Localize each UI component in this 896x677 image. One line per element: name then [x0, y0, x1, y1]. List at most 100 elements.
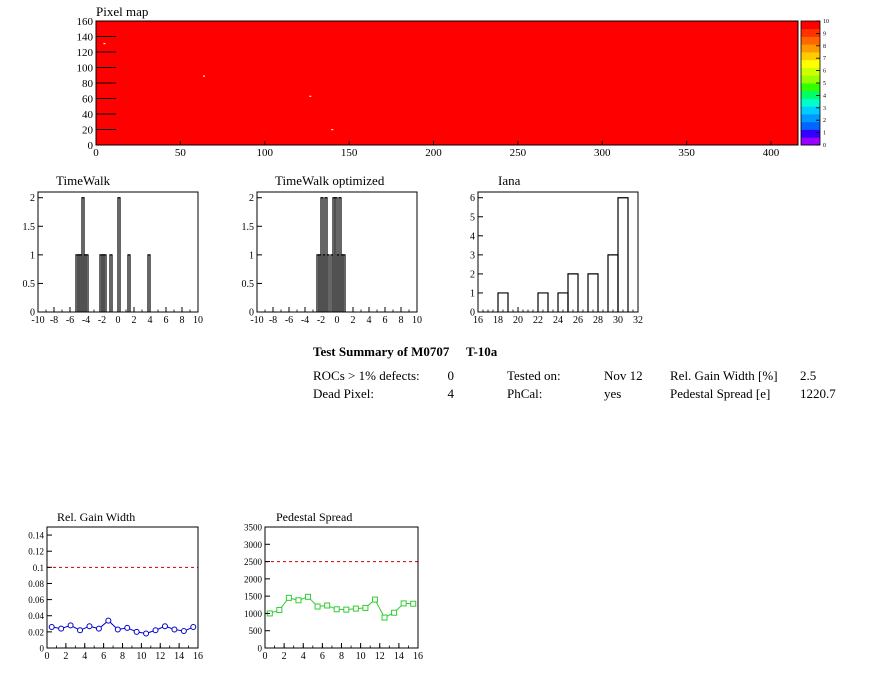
x-tick-label: 2: [63, 651, 68, 662]
y-tick-label: 40: [82, 109, 94, 121]
data-point: [190, 624, 197, 631]
x-tick-label: 12: [155, 651, 165, 662]
x-tick-label: 14: [394, 651, 404, 662]
x-tick-label: 30: [613, 315, 623, 326]
y-tick-label: 0: [258, 644, 263, 654]
palette-tick-label: 2: [823, 118, 826, 124]
y-tick-label: 5: [470, 212, 475, 223]
dead-pixel-point: [203, 75, 205, 77]
series-line: [269, 596, 414, 619]
x-tick-label: 4: [82, 651, 87, 662]
y-tick-label: 0.5: [23, 279, 36, 290]
data-point: [314, 603, 321, 610]
palette-band: [801, 52, 820, 61]
y-tick-label: 0: [40, 644, 45, 654]
y-tick-label: 0.08: [28, 579, 44, 589]
x-tick-label: 2: [351, 315, 356, 326]
palette-band: [801, 98, 820, 107]
chart-title: Pixel map: [96, 4, 148, 19]
histogram-bar: [567, 273, 579, 312]
x-tick-label: -8: [269, 315, 277, 326]
palette-tick-label: 7: [823, 56, 826, 62]
x-tick-label: 2: [282, 651, 287, 662]
data-point: [67, 622, 74, 629]
x-tick-label: -4: [301, 315, 309, 326]
palette-band: [801, 44, 820, 53]
data-point: [305, 593, 312, 600]
palette-band: [801, 114, 820, 123]
x-tick-label: -6: [285, 315, 293, 326]
dead-pixel-point: [331, 129, 334, 131]
palette-band: [801, 83, 820, 92]
x-tick-label: 350: [678, 147, 695, 159]
x-tick-label: 4: [367, 315, 372, 326]
x-tick-label: 10: [356, 651, 366, 662]
palette-band: [801, 129, 820, 138]
x-tick-label: 4: [148, 315, 153, 326]
y-tick-label: 4: [470, 231, 475, 242]
x-tick-label: 16: [413, 651, 423, 662]
y-tick-label: 1: [249, 250, 254, 261]
y-tick-label: 60: [82, 94, 94, 106]
data-point: [152, 627, 159, 634]
data-point: [343, 606, 350, 613]
data-point: [77, 627, 84, 634]
palette-tick-label: 1: [823, 131, 826, 137]
y-tick-label: 0.06: [28, 595, 44, 605]
y-tick-label: 1.5: [23, 222, 36, 233]
histogram-bar: [607, 254, 619, 312]
x-tick-label: 24: [553, 315, 563, 326]
palette-tick-label: 3: [823, 106, 826, 112]
x-tick-label: 0: [263, 651, 268, 662]
palette-tick-label: 6: [823, 69, 826, 75]
data-point: [95, 625, 102, 632]
heatmap-fill: [96, 21, 798, 145]
palette-band: [801, 28, 820, 37]
y-tick-label: 20: [82, 125, 94, 137]
x-tick-label: 0: [93, 147, 99, 159]
x-tick-label: 2: [132, 315, 137, 326]
data-point: [133, 628, 140, 635]
palette-band: [801, 59, 820, 68]
palette-band: [801, 75, 820, 84]
chart-title: Rel. Gain Width: [57, 510, 135, 524]
x-tick-label: 200: [425, 147, 442, 159]
y-tick-label: 1: [470, 288, 475, 299]
series-line: [51, 619, 194, 634]
y-tick-label: 1000: [244, 609, 263, 619]
data-point: [105, 617, 112, 624]
x-tick-label: 0: [116, 315, 121, 326]
y-tick-label: 0.12: [28, 547, 44, 557]
data-point: [295, 597, 302, 604]
x-tick-label: 6: [164, 315, 169, 326]
histogram-bar: [557, 292, 569, 312]
y-tick-label: 160: [77, 16, 94, 28]
data-point: [124, 624, 131, 631]
data-point: [381, 614, 388, 621]
histogram-bar: [537, 292, 549, 312]
y-tick-label: 0: [470, 308, 475, 319]
histogram-bar: [497, 292, 509, 312]
histogram-bar: [109, 254, 113, 312]
y-tick-label: 0.5: [242, 279, 255, 290]
y-tick-label: 0.02: [28, 627, 44, 637]
x-tick-label: 250: [510, 147, 527, 159]
palette-band: [801, 106, 820, 115]
chart-title: TimeWalk optimized: [275, 173, 385, 188]
data-point: [180, 628, 187, 635]
y-tick-label: 0: [88, 140, 94, 152]
data-point: [333, 606, 340, 613]
plot-frame: [264, 526, 419, 649]
histogram-bar: [127, 254, 131, 312]
chart-title: Pedestal Spread: [276, 510, 352, 524]
x-tick-label: 18: [493, 315, 503, 326]
x-tick-label: 14: [174, 651, 184, 662]
x-tick-label: 6: [383, 315, 388, 326]
y-tick-label: 500: [249, 626, 263, 636]
y-tick-label: 140: [77, 32, 94, 44]
y-tick-label: 2: [30, 193, 35, 204]
data-point: [86, 623, 93, 630]
y-tick-label: 0: [249, 308, 254, 319]
